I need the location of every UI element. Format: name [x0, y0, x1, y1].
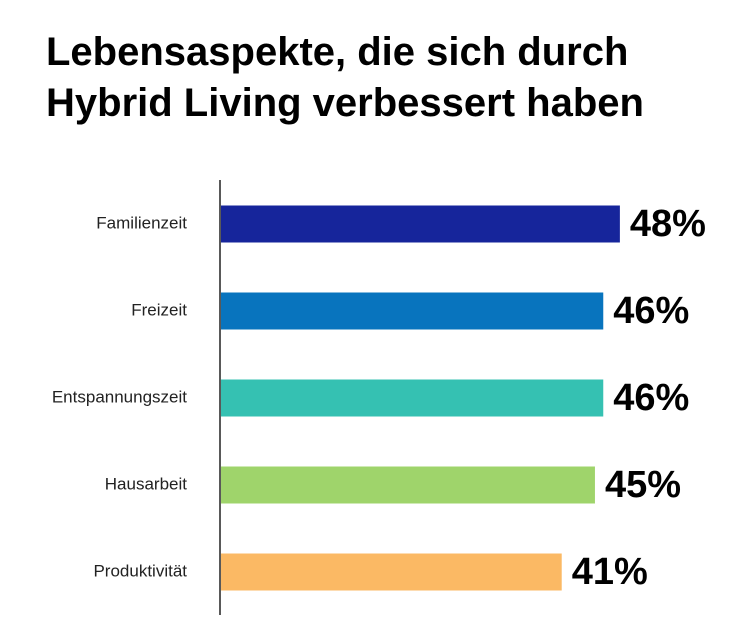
chart-title: Lebensaspekte, die sich durch	[46, 30, 628, 74]
value-label: 45%	[605, 464, 681, 506]
bar	[221, 553, 562, 591]
category-label: Produktivität	[93, 561, 187, 580]
category-label: Freizeit	[131, 300, 187, 319]
value-label: 48%	[630, 203, 706, 245]
category-label: Familienzeit	[96, 213, 187, 232]
bar	[221, 292, 604, 330]
value-label: 46%	[613, 290, 689, 332]
category-label: Hausarbeit	[105, 474, 187, 493]
category-label: Entspannungszeit	[52, 387, 187, 406]
chart-title: Hybrid Living verbessert haben	[46, 81, 644, 125]
value-label: 41%	[572, 551, 648, 593]
bar	[221, 379, 604, 417]
value-label: 46%	[613, 377, 689, 419]
bar	[221, 205, 620, 243]
bar	[221, 466, 595, 504]
